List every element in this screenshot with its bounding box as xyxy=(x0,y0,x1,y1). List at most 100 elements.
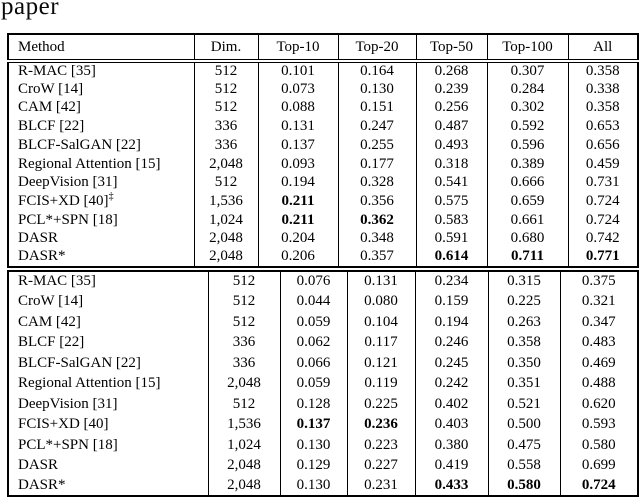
value-cell: 0.117 xyxy=(346,332,415,353)
dim-cell: 336 xyxy=(193,135,258,155)
method-cell: PCL*+SPN [18] xyxy=(18,436,118,453)
value-cell: 0.680 xyxy=(486,229,568,248)
value-cell: 0.318 xyxy=(415,154,487,174)
table-row: BLCF [22] 336 0.062 0.117 0.246 0.358 0.483 xyxy=(8,332,638,353)
method-cell: BLCF [22] xyxy=(18,334,85,351)
method-cell: CAM [42] xyxy=(18,99,81,116)
table-row: DASR 2,048 0.129 0.227 0.419 0.558 0.699 xyxy=(8,455,638,476)
value-cell: 0.358 xyxy=(487,332,560,353)
table-row: PCL*+SPN [18] 1,024 0.211 0.362 0.583 0.661 0.… xyxy=(8,210,638,230)
value-cell: 0.225 xyxy=(487,291,560,312)
value-cell: 0.348 xyxy=(337,229,416,248)
dim-cell: 512 xyxy=(207,393,280,415)
method-cell: BLCF-SalGAN [22] xyxy=(18,136,141,153)
value-cell: 0.066 xyxy=(279,352,347,374)
dim-cell: 2,048 xyxy=(193,247,258,267)
value-cell: 0.101 xyxy=(257,61,338,80)
value-cell: 0.742 xyxy=(567,229,638,248)
value-cell: 0.558 xyxy=(487,455,560,476)
value-cell: 0.380 xyxy=(414,434,488,456)
value-cell: 0.596 xyxy=(486,135,568,155)
method-cell: FCIS+XD [40] xyxy=(18,416,109,433)
value-cell: 0.488 xyxy=(559,373,638,394)
value-cell: 0.302 xyxy=(486,98,568,118)
value-cell: 0.059 xyxy=(279,373,347,394)
value-cell: 0.771 xyxy=(567,247,638,267)
table-row: FCIS+XD [40]‡ 1,536 0.211 0.356 0.575 0.659 0.… xyxy=(8,191,638,211)
table-row: CAM [42] 512 0.088 0.151 0.256 0.302 0.358 xyxy=(8,98,638,118)
value-cell: 0.541 xyxy=(415,173,487,192)
value-cell: 0.242 xyxy=(414,373,488,394)
dim-cell: 1,536 xyxy=(207,414,280,435)
value-cell: 0.731 xyxy=(567,173,638,192)
value-cell: 0.263 xyxy=(487,311,560,333)
value-cell: 0.475 xyxy=(487,434,560,456)
value-cell: 0.580 xyxy=(487,475,560,497)
value-cell: 0.357 xyxy=(337,247,416,267)
method-cell: DASR* xyxy=(18,248,66,265)
value-cell: 0.073 xyxy=(257,79,338,99)
value-cell: 0.358 xyxy=(567,98,638,118)
value-cell: 0.268 xyxy=(415,61,487,80)
value-cell: 0.130 xyxy=(279,475,347,497)
table-row: DeepVision [31] 512 0.194 0.328 0.541 0.666 0.… xyxy=(8,173,638,192)
value-cell: 0.223 xyxy=(346,434,415,456)
value-cell: 0.583 xyxy=(415,210,487,230)
dim-cell: 2,048 xyxy=(193,154,258,174)
value-cell: 0.350 xyxy=(487,352,560,374)
dim-cell: 1,536 xyxy=(193,191,258,211)
value-cell: 0.469 xyxy=(559,352,638,374)
value-cell: 0.724 xyxy=(567,191,638,211)
value-cell: 0.137 xyxy=(257,135,338,155)
value-cell: 0.062 xyxy=(279,332,347,353)
method-cell: DeepVision [31] xyxy=(18,395,118,412)
value-cell: 0.328 xyxy=(337,173,416,192)
value-cell: 0.211 xyxy=(257,210,338,230)
value-cell: 0.137 xyxy=(279,414,347,435)
value-cell: 0.080 xyxy=(346,291,415,312)
value-cell: 0.315 xyxy=(487,270,560,292)
header-cell-method: Method xyxy=(8,34,194,63)
table-header: Method Dim. Top-10 Top-20 Top-50 Top-100… xyxy=(8,34,638,63)
value-cell: 0.653 xyxy=(567,117,638,136)
value-cell: 0.433 xyxy=(414,475,488,497)
value-cell: 0.580 xyxy=(559,434,638,456)
value-cell: 0.592 xyxy=(486,117,568,136)
table-row: PCL*+SPN [18] 1,024 0.130 0.223 0.380 0.475 0.… xyxy=(8,434,638,456)
value-cell: 0.194 xyxy=(414,311,488,333)
value-cell: 0.321 xyxy=(559,291,638,312)
value-cell: 0.487 xyxy=(415,117,487,136)
value-cell: 0.059 xyxy=(279,311,347,333)
value-cell: 0.256 xyxy=(415,98,487,118)
value-cell: 0.575 xyxy=(415,191,487,211)
dim-cell: 1,024 xyxy=(193,210,258,230)
value-cell: 0.666 xyxy=(486,173,568,192)
value-cell: 0.375 xyxy=(559,270,638,292)
value-cell: 0.239 xyxy=(415,79,487,99)
dim-cell: 512 xyxy=(193,173,258,192)
method-cell: Regional Attention [15] xyxy=(18,155,161,172)
value-cell: 0.129 xyxy=(279,455,347,476)
method-cell: DeepVision [31] xyxy=(18,174,118,191)
value-cell: 0.347 xyxy=(559,311,638,333)
value-cell: 0.247 xyxy=(337,117,416,136)
value-cell: 0.389 xyxy=(486,154,568,174)
table-row: CroW [14] 512 0.073 0.130 0.239 0.284 0.338 xyxy=(8,79,638,99)
table-row: Regional Attention [15] 2,048 0.093 0.177 0.… xyxy=(8,154,638,174)
dim-cell: 512 xyxy=(207,311,280,333)
value-cell: 0.659 xyxy=(486,191,568,211)
value-cell: 0.159 xyxy=(414,291,488,312)
value-cell: 0.724 xyxy=(567,210,638,230)
table-body-upper: R-MAC [35] 512 0.101 0.164 0.268 0.307 0.358 Cr… xyxy=(8,61,638,267)
table-row: Regional Attention [15] 2,048 0.059 0.119 0.… xyxy=(8,373,638,394)
header-row: Method Dim. Top-10 Top-20 Top-50 Top-100… xyxy=(8,34,638,63)
method-cell: DASR* xyxy=(18,477,66,494)
value-cell: 0.177 xyxy=(337,154,416,174)
value-cell: 0.661 xyxy=(486,210,568,230)
value-cell: 0.402 xyxy=(414,393,488,415)
table-row: BLCF-SalGAN [22] 336 0.066 0.121 0.245 0.350 0… xyxy=(8,352,638,374)
value-cell: 0.119 xyxy=(346,373,415,394)
method-cell: R-MAC [35] xyxy=(18,63,96,80)
header-cell-all: All xyxy=(567,34,638,63)
method-cell: BLCF [22] xyxy=(18,118,85,135)
